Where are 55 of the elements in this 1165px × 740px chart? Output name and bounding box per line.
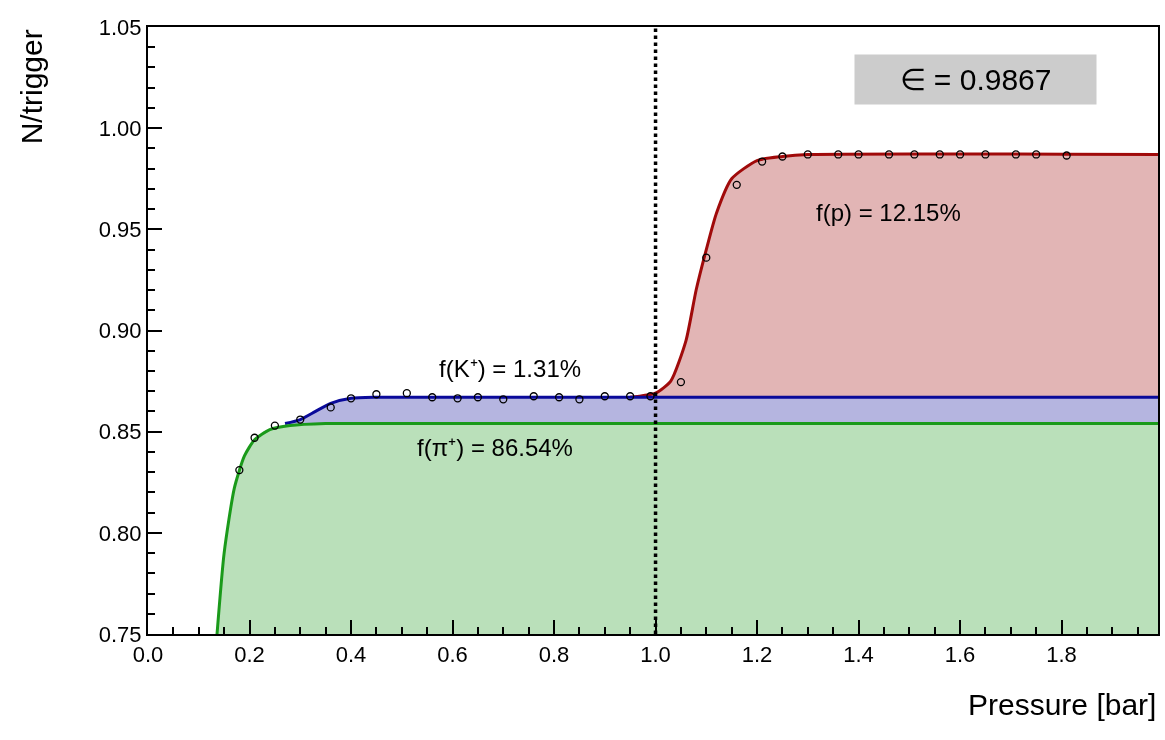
point — [676, 377, 686, 387]
annotation: ∈ = 0.9867 — [899, 63, 1052, 96]
point — [1011, 150, 1021, 159]
x-tick-label: 1.0 — [640, 642, 671, 668]
y-axis-title: N/trigger — [15, 29, 49, 145]
point — [529, 392, 538, 401]
x-tick-label: 0.6 — [437, 642, 468, 668]
point — [803, 150, 812, 159]
y-tick-label: 0.95 — [98, 217, 142, 243]
point — [854, 150, 863, 159]
point — [834, 150, 843, 159]
annotation: f(K⁺) = 1.31% — [439, 355, 582, 382]
point — [1062, 151, 1071, 160]
annotation: f(π⁺) = 86.54% — [417, 434, 573, 461]
point — [1032, 150, 1041, 159]
point — [296, 415, 305, 424]
y-tick-label: 0.90 — [98, 318, 142, 344]
x-tick-label: 0.4 — [335, 642, 367, 668]
y-tick-label: 0.85 — [98, 419, 142, 445]
point — [473, 393, 483, 402]
point — [910, 150, 919, 159]
point — [402, 389, 411, 398]
point — [575, 395, 584, 404]
annotation: f(p) = 12.15% — [816, 199, 961, 226]
point — [626, 392, 635, 401]
x-tick-label: 1.6 — [944, 642, 976, 668]
x-tick-label: 1.8 — [1046, 642, 1077, 668]
point — [453, 394, 462, 403]
point — [955, 150, 965, 159]
point — [499, 395, 508, 404]
point — [935, 150, 944, 159]
x-axis-title: Pressure [bar] — [968, 688, 1157, 721]
y-tick-label: 1.05 — [98, 14, 142, 40]
y-tick-label: 1.00 — [98, 115, 142, 141]
x-tick-label: 0.2 — [234, 642, 265, 668]
point — [346, 394, 356, 403]
point — [235, 465, 244, 475]
point — [732, 180, 741, 189]
x-tick-label: 1.4 — [843, 642, 874, 668]
x-tick-label: 1.2 — [741, 642, 773, 668]
point — [884, 150, 894, 159]
point — [702, 253, 711, 262]
x-tick-label: 0.8 — [538, 642, 570, 668]
point — [757, 157, 767, 166]
point — [372, 390, 381, 399]
point — [981, 150, 990, 159]
point — [646, 392, 655, 401]
point — [600, 392, 609, 401]
point — [270, 421, 280, 430]
y-tick-label: 0.80 — [98, 520, 142, 546]
point — [554, 393, 564, 402]
point — [778, 152, 787, 161]
point — [250, 433, 259, 442]
point — [326, 403, 335, 412]
point — [428, 393, 437, 402]
